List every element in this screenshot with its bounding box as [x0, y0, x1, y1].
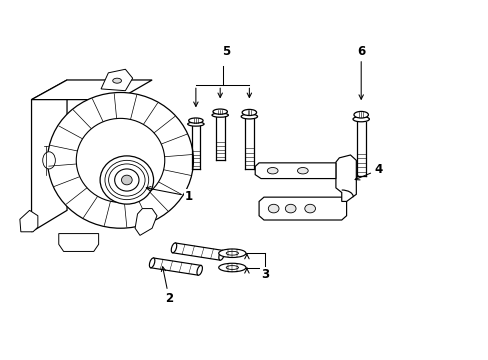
Polygon shape — [31, 80, 67, 232]
Polygon shape — [20, 210, 38, 232]
Ellipse shape — [121, 175, 132, 185]
Ellipse shape — [219, 251, 224, 260]
Polygon shape — [259, 197, 346, 220]
Ellipse shape — [353, 112, 367, 118]
Ellipse shape — [76, 118, 164, 202]
Polygon shape — [335, 155, 356, 202]
Ellipse shape — [297, 167, 307, 174]
Text: 3: 3 — [261, 268, 269, 281]
Ellipse shape — [218, 263, 245, 272]
Ellipse shape — [226, 266, 238, 269]
Ellipse shape — [218, 249, 245, 257]
Polygon shape — [135, 208, 157, 235]
Ellipse shape — [108, 164, 145, 196]
Ellipse shape — [241, 114, 257, 119]
Ellipse shape — [267, 167, 278, 174]
Ellipse shape — [100, 156, 153, 204]
Ellipse shape — [304, 204, 315, 213]
Polygon shape — [59, 234, 99, 251]
Ellipse shape — [188, 118, 203, 123]
Ellipse shape — [113, 78, 121, 83]
Text: 4: 4 — [354, 163, 382, 180]
Ellipse shape — [115, 169, 139, 191]
Ellipse shape — [187, 122, 203, 126]
Ellipse shape — [42, 152, 55, 169]
Ellipse shape — [213, 109, 227, 114]
Ellipse shape — [197, 265, 202, 275]
Text: 5: 5 — [222, 45, 230, 58]
Ellipse shape — [352, 117, 368, 122]
Polygon shape — [101, 69, 132, 91]
Polygon shape — [255, 163, 335, 179]
Text: 2: 2 — [161, 267, 173, 305]
Ellipse shape — [171, 243, 176, 253]
Text: 1: 1 — [146, 186, 192, 203]
Ellipse shape — [149, 258, 155, 268]
Ellipse shape — [285, 204, 295, 213]
Ellipse shape — [47, 93, 193, 228]
Ellipse shape — [105, 160, 148, 200]
Polygon shape — [31, 80, 152, 100]
Ellipse shape — [268, 204, 279, 213]
Text: 6: 6 — [356, 45, 365, 99]
Ellipse shape — [212, 113, 228, 117]
Ellipse shape — [226, 251, 238, 255]
Ellipse shape — [242, 109, 256, 116]
